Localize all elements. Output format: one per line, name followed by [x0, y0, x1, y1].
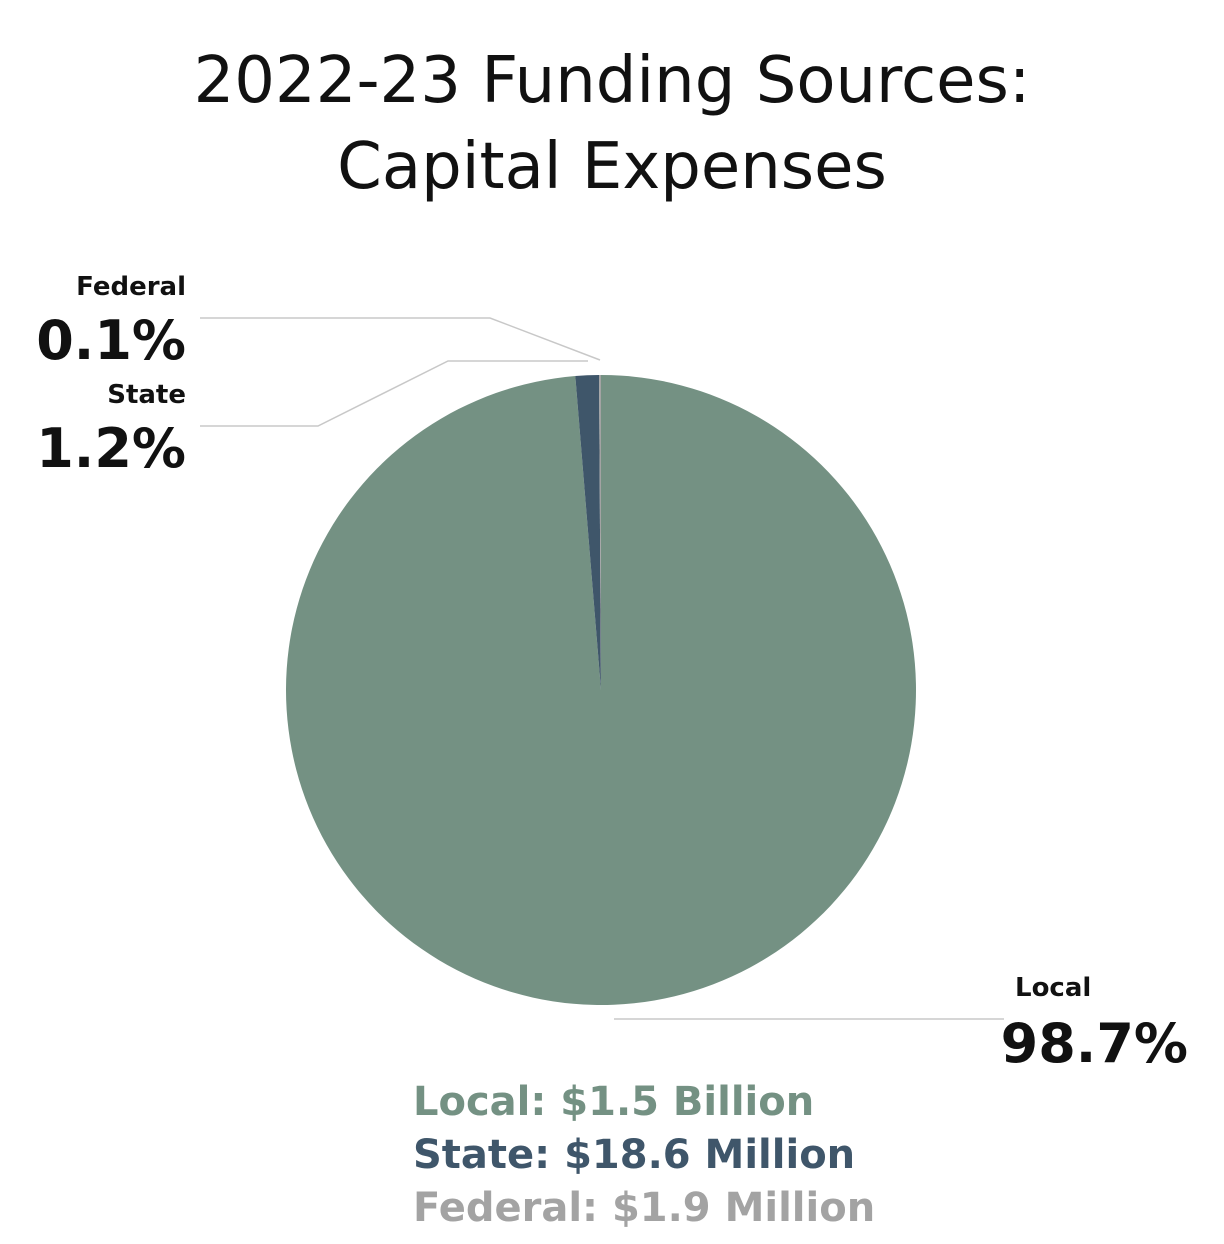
- leader-line-state: [200, 360, 588, 427]
- pie-slices: [285, 375, 916, 1006]
- pie-slice-federal: [599, 375, 601, 690]
- chart-title-line-2: Capital Expenses: [337, 130, 887, 204]
- label-federal-percent: 0.1%: [36, 309, 186, 372]
- legend-local-amount: Local: $1.5 Billion: [413, 1079, 815, 1125]
- chart-title: 2022-23 Funding Sources: Capital Expense…: [0, 38, 1224, 210]
- pie-slice-local: [285, 375, 916, 1006]
- label-state-name: State: [107, 380, 186, 410]
- leader-line-federal: [200, 317, 601, 361]
- chart-title-line-1: 2022-23 Funding Sources:: [193, 44, 1031, 118]
- leader-lines: [200, 317, 1004, 1020]
- pie-slice-state: [575, 375, 601, 690]
- label-state-percent: 1.2%: [36, 417, 186, 480]
- legend-federal-amount: Federal: $1.9 Million: [413, 1185, 876, 1231]
- legend-state-amount: State: $18.6 Million: [413, 1132, 856, 1178]
- label-federal-name: Federal: [76, 272, 186, 302]
- label-local-name: Local: [1015, 973, 1091, 1003]
- amount-legend: Local: $1.5 Billion State: $18.6 Million…: [413, 1076, 875, 1235]
- label-local-percent: 98.7%: [1001, 1012, 1188, 1075]
